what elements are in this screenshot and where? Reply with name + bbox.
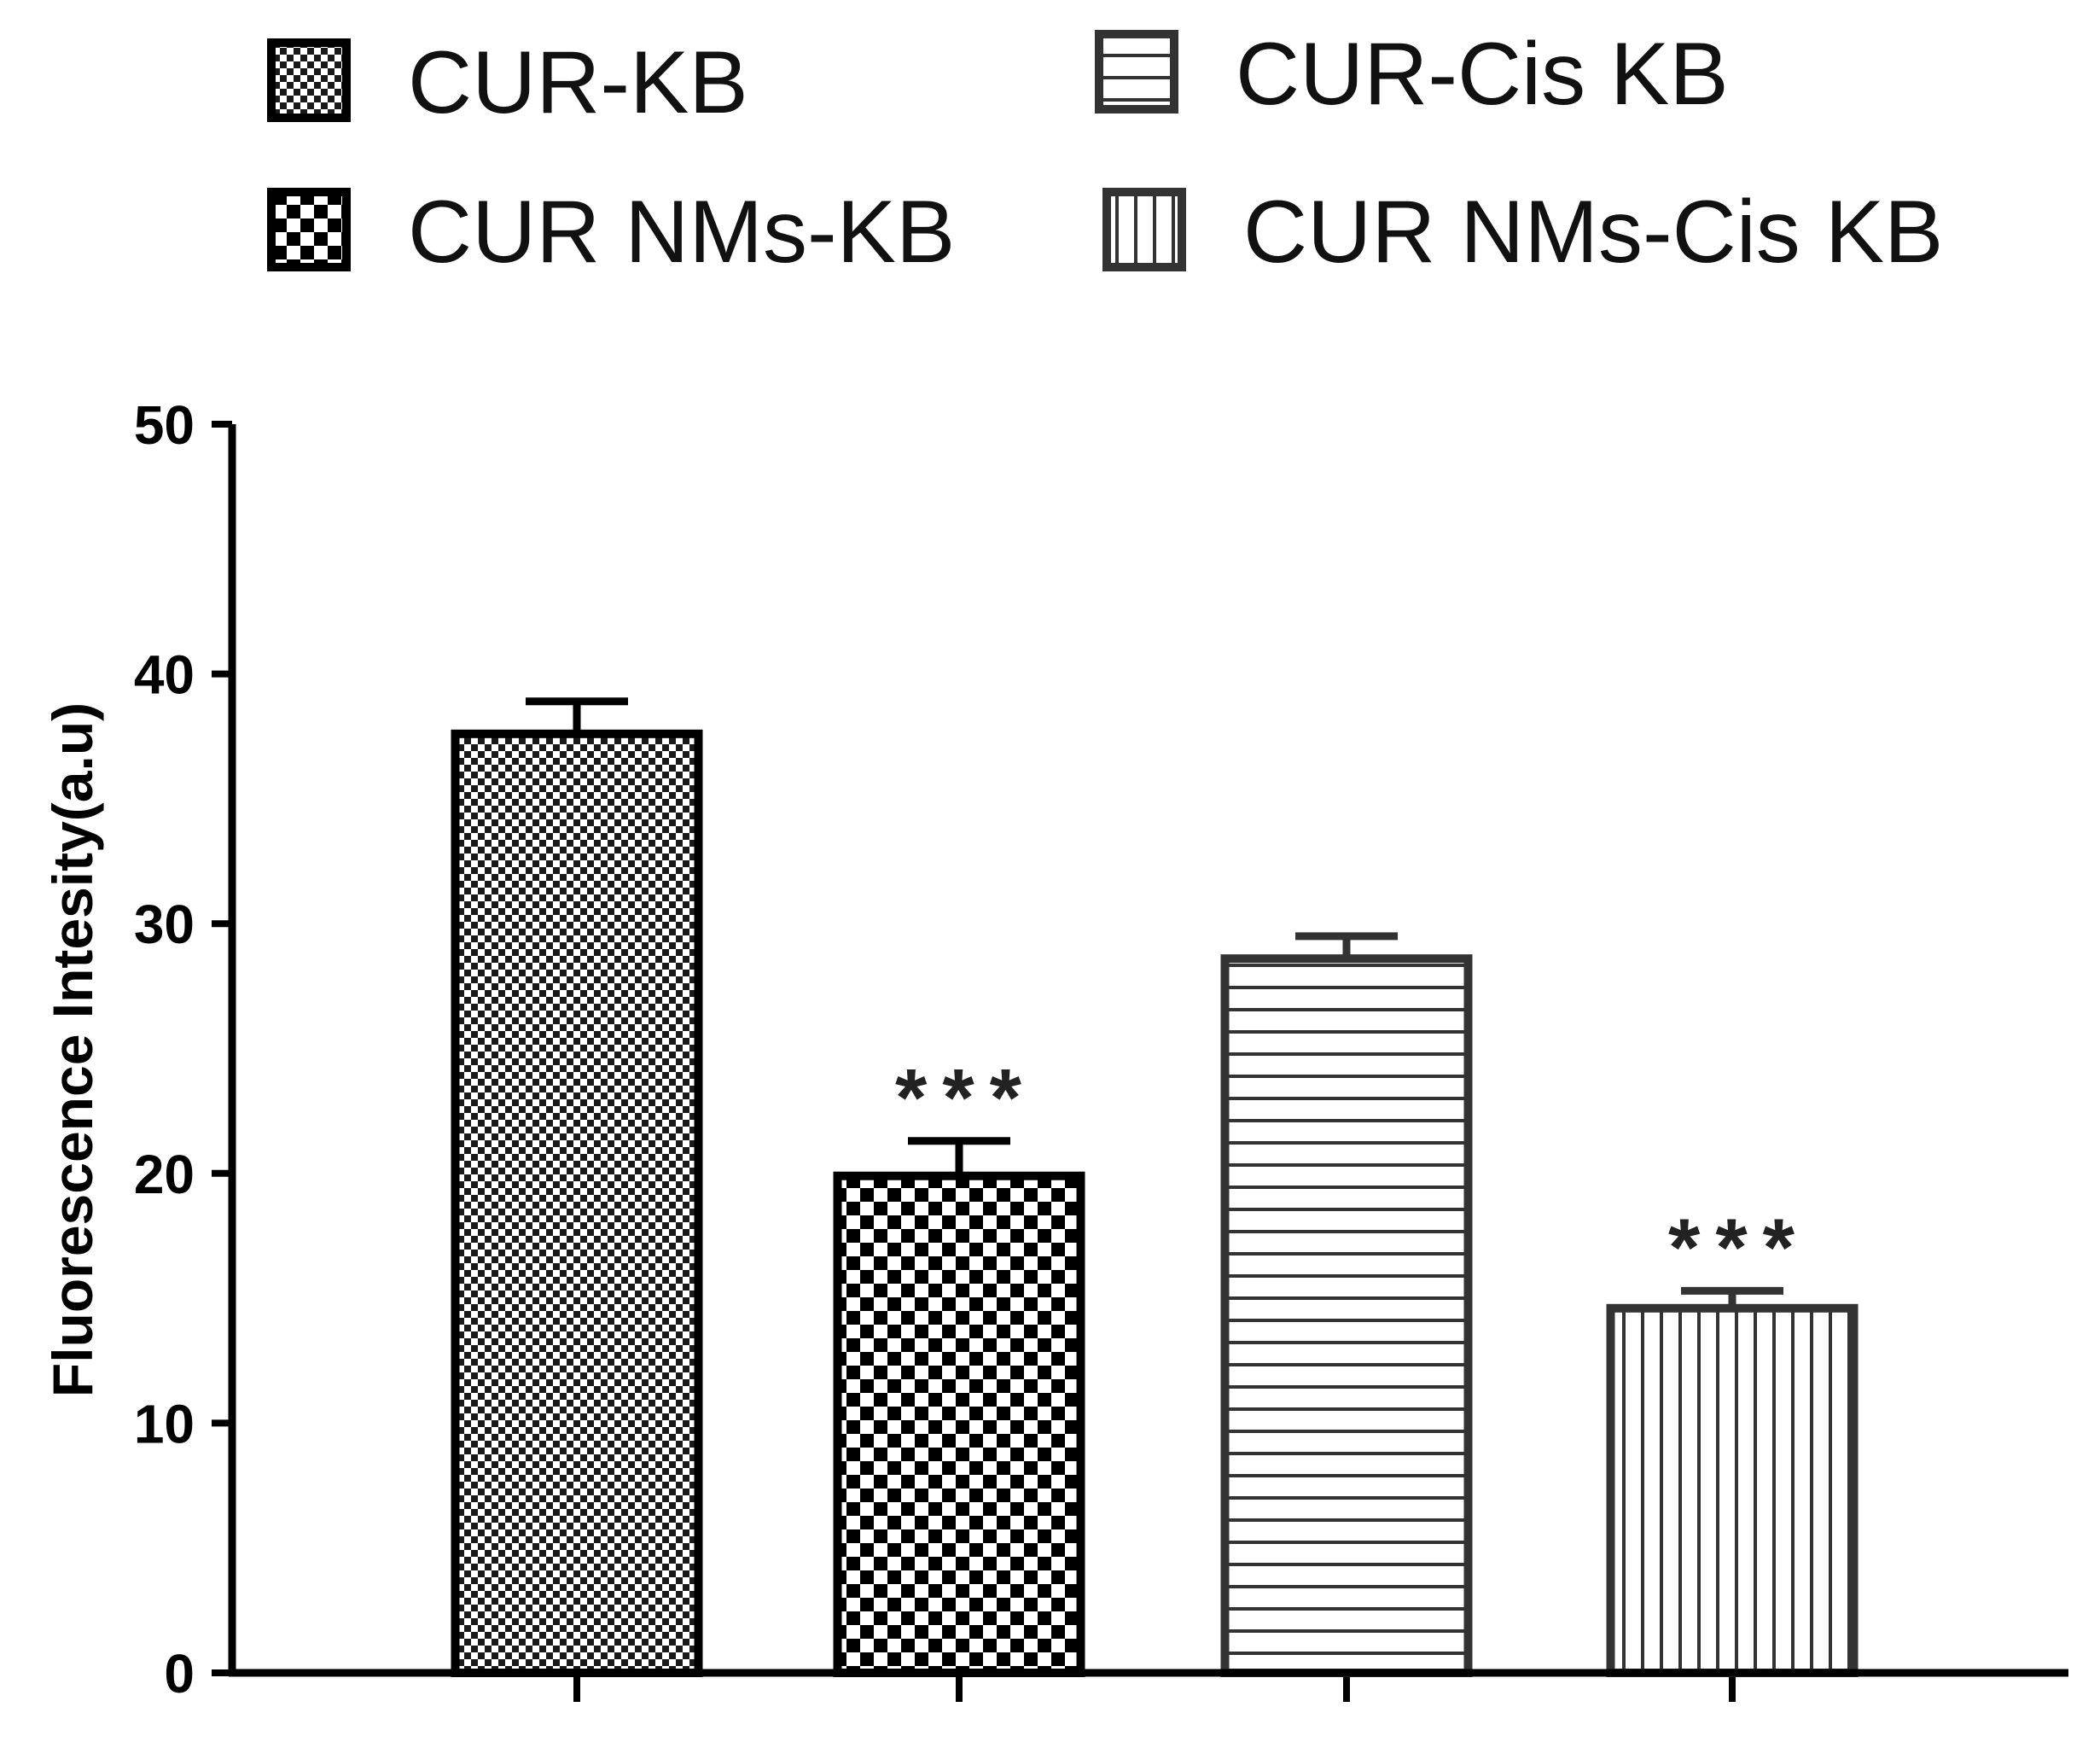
- error-bars: [526, 697, 1783, 1308]
- legend: CUR-KB CUR-Cis KB CUR NMs-KB CUR NMs-Cis KB: [267, 25, 1943, 282]
- legend-swatch-4: [1102, 188, 1186, 271]
- bars: [451, 729, 1859, 1677]
- legend-swatch-2: [1095, 30, 1178, 114]
- legend-label-2: CUR-Cis KB: [1236, 25, 1729, 124]
- x-axis-ticks: [573, 1673, 1736, 1702]
- legend-label-4: CUR NMs-Cis KB: [1243, 183, 1943, 282]
- significance-label-4: ***: [1668, 1202, 1810, 1293]
- bar-3: [1220, 954, 1473, 1677]
- y-tick-label-5: 50: [134, 394, 195, 456]
- legend-label-1: CUR-KB: [408, 33, 748, 132]
- significance-label-2: ***: [895, 1052, 1037, 1144]
- y-axis-label: Fluorescence Intesity(a.u): [41, 702, 104, 1397]
- legend-swatch-3: [267, 188, 351, 271]
- significance-markers: *** ***: [895, 1052, 1810, 1294]
- y-axis-ticks: 0 10 20 30 40 50: [134, 394, 232, 1704]
- y-tick-label-2: 20: [134, 1144, 195, 1205]
- bar-1: [451, 729, 703, 1677]
- y-tick-label-3: 30: [134, 894, 195, 955]
- y-tick-label-0: 0: [164, 1643, 195, 1704]
- y-tick-label-4: 40: [134, 644, 195, 706]
- bar-2: [833, 1171, 1085, 1677]
- y-tick-label-1: 10: [134, 1393, 195, 1454]
- legend-label-3: CUR NMs-KB: [408, 183, 955, 282]
- legend-swatch-1: [267, 38, 351, 122]
- bar-4: [1606, 1303, 1859, 1677]
